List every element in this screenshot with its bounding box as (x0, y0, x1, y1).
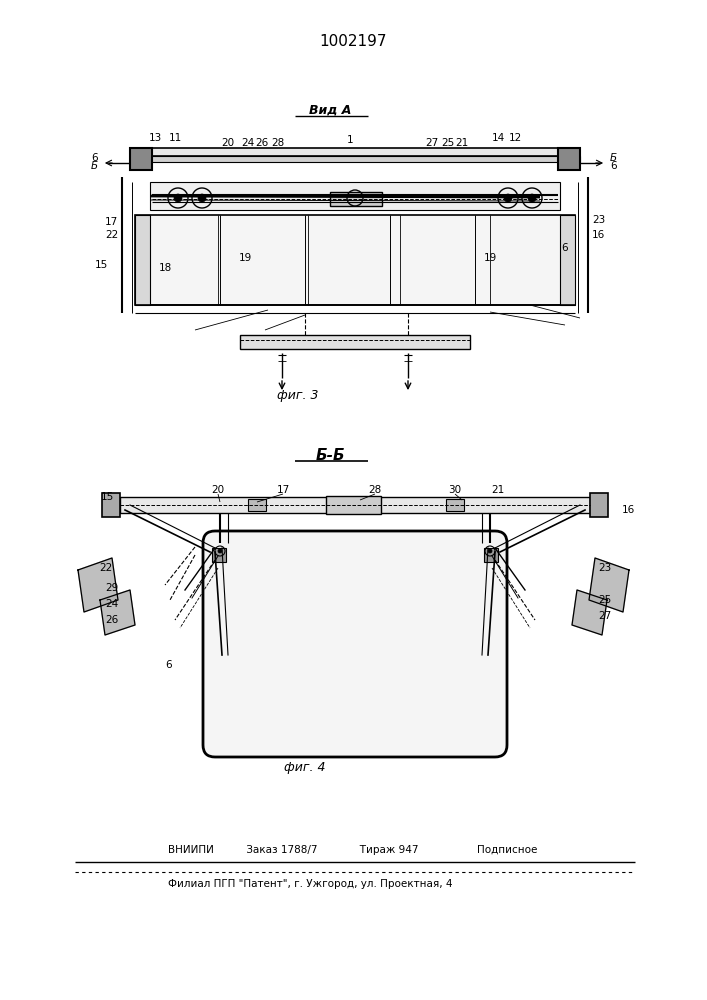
Text: 19: 19 (484, 253, 496, 263)
Bar (120, 497, 590, 513)
Bar (240, 335, 470, 349)
Text: 30: 30 (448, 485, 462, 495)
Bar (130, 148, 580, 156)
Bar (560, 215, 575, 305)
Text: 22: 22 (105, 230, 118, 240)
Bar (446, 499, 464, 511)
Text: Б: Б (91, 161, 98, 171)
Circle shape (504, 194, 512, 202)
Text: Филиал ПГП "Патент", г. Ужгород, ул. Проектная, 4: Филиал ПГП "Патент", г. Ужгород, ул. Про… (168, 879, 452, 889)
Text: 1002197: 1002197 (320, 34, 387, 49)
Bar (212, 548, 226, 562)
Text: 13: 13 (148, 133, 162, 143)
Text: 24: 24 (241, 138, 255, 148)
Text: фиг. 3: фиг. 3 (277, 388, 319, 401)
FancyBboxPatch shape (203, 531, 507, 757)
Text: 26: 26 (255, 138, 269, 148)
Polygon shape (100, 590, 135, 635)
Text: 22: 22 (99, 563, 112, 573)
Text: 6: 6 (561, 243, 568, 253)
Text: 24: 24 (105, 599, 118, 609)
Circle shape (488, 549, 492, 553)
Text: 27: 27 (598, 611, 612, 621)
Text: 15: 15 (101, 492, 114, 502)
Bar (135, 215, 575, 305)
Text: 18: 18 (158, 263, 172, 273)
Text: 11: 11 (168, 133, 182, 143)
Text: ВНИИПИ          Заказ 1788/7             Тираж 947                  Подписное: ВНИИПИ Заказ 1788/7 Тираж 947 Подписное (168, 845, 538, 855)
Text: 20: 20 (211, 485, 225, 495)
Text: 16: 16 (592, 230, 605, 240)
Text: 23: 23 (592, 215, 605, 225)
Bar (484, 548, 498, 562)
Text: 6: 6 (91, 153, 98, 163)
Bar (248, 499, 266, 511)
Text: Б-Б: Б-Б (315, 448, 345, 462)
Text: 12: 12 (508, 133, 522, 143)
Bar (326, 496, 381, 514)
Text: 21: 21 (491, 485, 505, 495)
Bar (590, 493, 608, 517)
Bar (130, 156, 580, 162)
Circle shape (174, 194, 182, 202)
Text: 6: 6 (610, 161, 617, 171)
Text: 15: 15 (95, 260, 108, 270)
Text: 28: 28 (368, 485, 382, 495)
Text: 6: 6 (165, 660, 172, 670)
Text: 17: 17 (105, 217, 118, 227)
Text: 1: 1 (346, 135, 354, 145)
Text: 29: 29 (105, 583, 118, 593)
Polygon shape (78, 558, 118, 612)
Text: 16: 16 (622, 505, 636, 515)
Text: фиг. 4: фиг. 4 (284, 762, 326, 774)
Bar (102, 493, 120, 517)
Bar (135, 215, 150, 305)
Bar (150, 182, 560, 210)
Text: 28: 28 (271, 138, 285, 148)
Text: 19: 19 (238, 253, 252, 263)
Text: 20: 20 (221, 138, 235, 148)
Text: 26: 26 (105, 615, 118, 625)
Bar (130, 148, 152, 170)
Circle shape (198, 194, 206, 202)
Text: 25: 25 (441, 138, 455, 148)
Text: 21: 21 (455, 138, 469, 148)
Text: 23: 23 (598, 563, 612, 573)
Circle shape (528, 194, 536, 202)
Text: Вид А: Вид А (309, 104, 351, 116)
Text: 17: 17 (276, 485, 290, 495)
Text: 27: 27 (426, 138, 438, 148)
Bar (558, 148, 580, 170)
Text: Б: Б (610, 153, 617, 163)
Bar (330, 192, 382, 206)
Circle shape (218, 549, 222, 553)
Text: 14: 14 (491, 133, 505, 143)
Polygon shape (572, 590, 607, 635)
Polygon shape (589, 558, 629, 612)
Text: 25: 25 (598, 595, 612, 605)
